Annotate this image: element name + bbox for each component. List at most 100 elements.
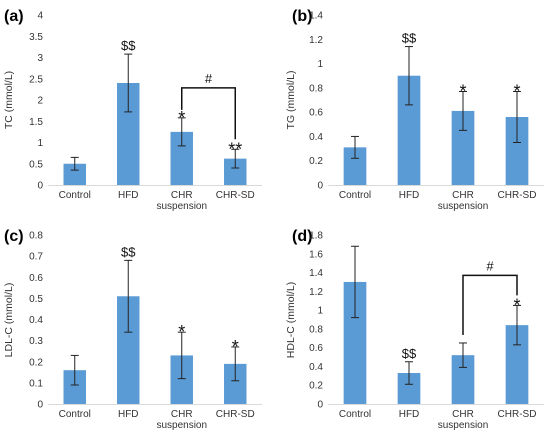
chart-panel-2: (b) TG (mmol/L) 0 0.2 0.4 0.6 0.8 1 1.2 1.4 Contro… bbox=[285, 8, 544, 212]
category-label: Control bbox=[59, 409, 91, 420]
bracket-label: # bbox=[205, 71, 213, 86]
y-tick-label: 1.2 bbox=[309, 35, 323, 46]
category-label: CHR bbox=[171, 190, 193, 201]
chart-panel-4: (d) HDL-C (mmol/L) 0 0.2 0.4 0.6 0.8 1 1.2 1.4 1.6… bbox=[285, 228, 544, 431]
y-tick-label: 3.5 bbox=[29, 32, 43, 43]
y-tick-label: 0.4 bbox=[29, 315, 43, 326]
category-label: suspension bbox=[438, 420, 489, 431]
y-tick-label: 2 bbox=[37, 96, 43, 107]
y-tick-label: 1.4 bbox=[309, 11, 323, 22]
bar bbox=[343, 281, 367, 404]
significance-label: $$ bbox=[121, 244, 136, 259]
panel-label: (d) bbox=[292, 228, 312, 245]
y-tick-label: 0 bbox=[37, 181, 43, 192]
comparison-bracket bbox=[181, 87, 236, 140]
category-label: HFD bbox=[399, 190, 420, 201]
y-tick-label: 0 bbox=[317, 181, 323, 192]
y-tick-label: 0.2 bbox=[29, 357, 43, 368]
y-tick-label: 1.2 bbox=[309, 287, 323, 298]
significance-label: * bbox=[178, 108, 185, 128]
category-label: HFD bbox=[399, 409, 420, 420]
y-tick-label: 4 bbox=[37, 11, 43, 22]
y-tick-label: 0 bbox=[37, 400, 43, 411]
y-tick-label: 2.5 bbox=[29, 74, 43, 85]
y-tick-label: 0.3 bbox=[29, 336, 43, 347]
category-label: suspension bbox=[156, 420, 207, 431]
bar bbox=[505, 117, 529, 185]
y-axis-title: LDL-C (mmol/L) bbox=[3, 283, 15, 358]
y-axis-title: TC (mmol/L) bbox=[3, 71, 15, 129]
significance-label: ** bbox=[228, 139, 242, 159]
chart-panel-1: (a) TC (mmol/L) 0 0.5 1 1.5 2 2.5 3 3.5 4 Control $$… bbox=[3, 8, 262, 212]
y-tick-label: 0.8 bbox=[309, 83, 323, 94]
y-axis-title: TG (mmol/L) bbox=[285, 71, 297, 130]
y-tick-label: 0.1 bbox=[29, 378, 43, 389]
y-tick-label: 0.8 bbox=[309, 324, 323, 335]
panel-label: (a) bbox=[4, 8, 24, 25]
y-tick-label: 0.7 bbox=[29, 252, 43, 263]
y-tick-label: 1.4 bbox=[309, 268, 323, 279]
y-tick-label: 0 bbox=[317, 400, 323, 411]
bracket-label: # bbox=[486, 258, 494, 273]
category-label: Control bbox=[339, 409, 371, 420]
y-tick-label: 0.2 bbox=[309, 156, 323, 167]
bar bbox=[397, 75, 421, 185]
category-label: CHR-SD bbox=[216, 409, 255, 420]
y-tick-label: 0.6 bbox=[29, 273, 43, 284]
category-label: CHR-SD bbox=[498, 190, 537, 201]
bar bbox=[170, 131, 193, 185]
significance-label: * bbox=[513, 295, 520, 315]
bar bbox=[224, 363, 247, 404]
panel-label: (b) bbox=[292, 8, 312, 25]
bar bbox=[63, 370, 86, 404]
significance-label: * bbox=[232, 337, 239, 357]
comparison-bracket bbox=[462, 274, 518, 335]
panel-label: (c) bbox=[4, 228, 24, 245]
category-label: suspension bbox=[156, 201, 207, 212]
bar bbox=[397, 373, 421, 404]
y-tick-label: 3 bbox=[37, 53, 43, 64]
bar bbox=[117, 296, 140, 404]
bar bbox=[505, 325, 529, 404]
y-tick-label: 0.2 bbox=[309, 381, 323, 392]
category-label: Control bbox=[59, 190, 91, 201]
category-label: Control bbox=[339, 190, 371, 201]
significance-label: * bbox=[459, 82, 466, 102]
y-tick-label: 1.5 bbox=[29, 117, 43, 128]
bar bbox=[63, 163, 86, 185]
y-tick-label: 1.6 bbox=[309, 249, 323, 260]
bar bbox=[224, 158, 247, 185]
category-label: suspension bbox=[438, 201, 489, 212]
significance-label: $$ bbox=[402, 346, 417, 361]
bar bbox=[343, 147, 367, 185]
category-label: CHR-SD bbox=[498, 409, 537, 420]
significance-label: $$ bbox=[121, 38, 136, 53]
y-tick-label: 0.4 bbox=[309, 132, 323, 143]
bar bbox=[117, 83, 140, 185]
y-tick-label: 0.5 bbox=[29, 294, 43, 305]
bar bbox=[451, 110, 475, 185]
y-tick-label: 0.5 bbox=[29, 159, 43, 170]
y-tick-label: 0.8 bbox=[29, 231, 43, 242]
significance-label: * bbox=[178, 322, 185, 342]
y-tick-label: 1.8 bbox=[309, 231, 323, 242]
significance-label: * bbox=[513, 82, 520, 102]
category-label: CHR bbox=[452, 409, 474, 420]
y-axis-title: HDL-C (mmol/L) bbox=[285, 282, 297, 358]
significance-label: $$ bbox=[402, 31, 417, 46]
y-tick-label: 1 bbox=[317, 306, 323, 317]
y-tick-label: 1 bbox=[37, 138, 43, 149]
category-label: HFD bbox=[118, 190, 139, 201]
bar bbox=[451, 355, 475, 404]
category-label: CHR bbox=[452, 190, 474, 201]
y-tick-label: 0.6 bbox=[309, 343, 323, 354]
y-tick-label: 0.4 bbox=[309, 362, 323, 373]
y-tick-label: 1 bbox=[317, 59, 323, 70]
category-label: CHR bbox=[171, 409, 193, 420]
bar bbox=[170, 355, 193, 404]
chart-panel-3: (c) LDL-C (mmol/L) 0 0.1 0.2 0.3 0.4 0.5 0.6 0.7 0… bbox=[3, 228, 262, 431]
category-label: HFD bbox=[118, 409, 139, 420]
y-tick-label: 0.6 bbox=[309, 108, 323, 119]
category-label: CHR-SD bbox=[216, 190, 255, 201]
